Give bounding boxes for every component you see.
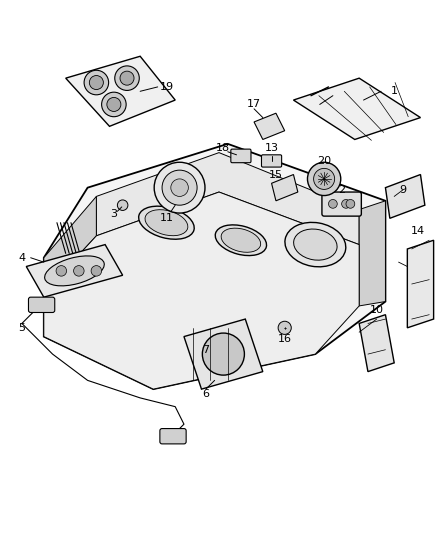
Text: 4: 4 (18, 253, 25, 263)
Polygon shape (26, 245, 123, 297)
Circle shape (91, 265, 102, 276)
Circle shape (84, 70, 109, 95)
Text: 13: 13 (265, 143, 279, 154)
Circle shape (346, 199, 355, 208)
Text: 10: 10 (370, 305, 384, 316)
Circle shape (115, 66, 139, 91)
Polygon shape (272, 174, 298, 201)
FancyBboxPatch shape (322, 192, 361, 216)
Polygon shape (359, 314, 394, 372)
Circle shape (307, 162, 341, 196)
Circle shape (342, 199, 350, 208)
Circle shape (120, 71, 134, 85)
FancyBboxPatch shape (160, 429, 186, 444)
Text: 20: 20 (317, 156, 331, 166)
Polygon shape (359, 201, 385, 306)
Circle shape (74, 265, 84, 276)
Polygon shape (44, 144, 385, 389)
Text: 11: 11 (159, 213, 173, 223)
FancyBboxPatch shape (261, 155, 282, 167)
Ellipse shape (293, 229, 337, 260)
Polygon shape (254, 113, 285, 140)
Text: 3: 3 (110, 209, 117, 219)
Text: 15: 15 (269, 169, 283, 180)
Ellipse shape (145, 209, 188, 236)
Text: 18: 18 (216, 143, 230, 154)
Text: 9: 9 (399, 185, 406, 195)
Ellipse shape (45, 256, 104, 286)
Circle shape (202, 333, 244, 375)
Text: 1: 1 (391, 86, 398, 96)
Circle shape (154, 162, 205, 213)
Circle shape (314, 168, 335, 189)
Polygon shape (66, 56, 175, 126)
Circle shape (162, 170, 197, 205)
Ellipse shape (285, 222, 346, 267)
Text: 17: 17 (247, 100, 261, 109)
Polygon shape (407, 240, 434, 328)
FancyBboxPatch shape (231, 149, 251, 163)
Polygon shape (184, 319, 263, 389)
Polygon shape (96, 152, 359, 245)
Circle shape (89, 76, 103, 90)
Text: 2: 2 (338, 185, 345, 195)
Text: 14: 14 (411, 227, 425, 237)
Circle shape (107, 98, 121, 111)
Text: 5: 5 (18, 323, 25, 333)
Text: 19: 19 (159, 82, 173, 92)
Circle shape (56, 265, 67, 276)
Circle shape (328, 199, 337, 208)
Circle shape (102, 92, 126, 117)
Circle shape (171, 179, 188, 197)
Ellipse shape (215, 225, 267, 255)
Text: 7: 7 (202, 345, 209, 355)
Circle shape (278, 321, 291, 334)
Circle shape (117, 200, 128, 211)
Polygon shape (44, 192, 359, 389)
FancyBboxPatch shape (28, 297, 55, 312)
Polygon shape (293, 78, 420, 140)
Polygon shape (385, 174, 425, 219)
Ellipse shape (221, 228, 261, 252)
Text: 6: 6 (202, 389, 209, 399)
Ellipse shape (139, 206, 194, 239)
Text: 16: 16 (278, 334, 292, 344)
Polygon shape (44, 197, 96, 293)
